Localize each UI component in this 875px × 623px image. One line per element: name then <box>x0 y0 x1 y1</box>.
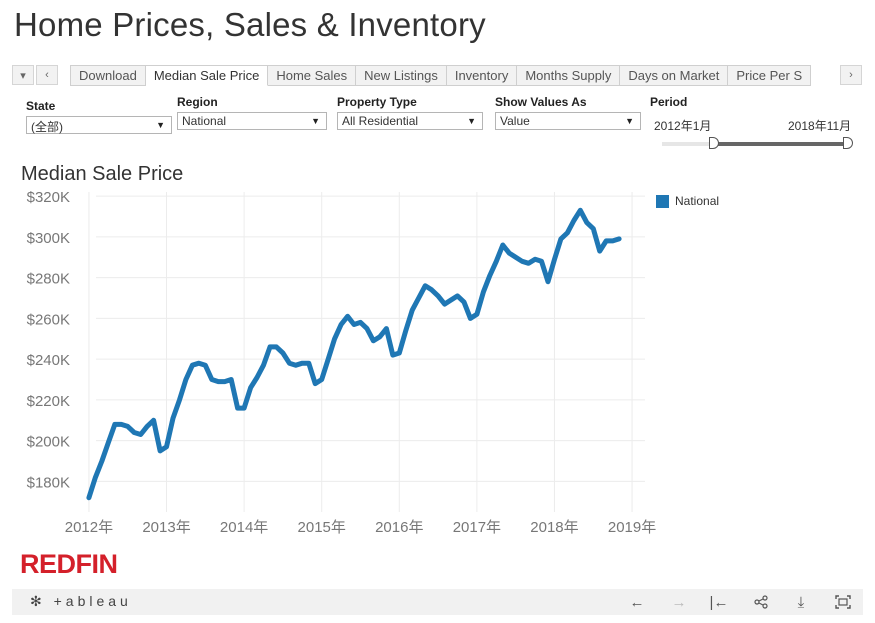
region-dropdown-value: National <box>182 114 227 128</box>
x-tick-label: 2018年 <box>530 519 578 536</box>
filter-state: State (全部) ▼ <box>26 99 172 134</box>
page-title: Home Prices, Sales & Inventory <box>14 6 486 43</box>
x-tick-label: 2012年 <box>65 519 113 536</box>
tab-menu-button[interactable]: ▾ <box>12 65 34 85</box>
filter-show-values-as: Show Values As Value ▼ <box>495 95 641 130</box>
region-dropdown[interactable]: National ▼ <box>177 112 327 130</box>
tab-list: Download Median Sale Price Home Sales New L… <box>70 65 836 87</box>
filter-period-label: Period <box>650 95 688 109</box>
y-tick-label: $320K <box>27 189 70 206</box>
chart-title: Median Sale Price <box>21 163 184 185</box>
tab-bar: ▾ ‹ Download Median Sale Price Home Sales N… <box>12 65 863 87</box>
x-tick-label: 2019年 <box>608 519 656 536</box>
tab-home-sales[interactable]: Home Sales <box>268 65 357 86</box>
state-dropdown[interactable]: (全部) ▼ <box>26 116 172 134</box>
property-type-dropdown[interactable]: All Residential ▼ <box>337 112 483 130</box>
y-tick-label: $200K <box>27 434 70 451</box>
state-dropdown-value: (全部) <box>31 120 63 134</box>
dropdown-arrow-icon: ▼ <box>625 116 634 126</box>
period-end-value: 2018年11月 <box>788 119 852 133</box>
revert-button[interactable]: |← <box>708 592 730 612</box>
chevron-left-icon: ‹ <box>45 69 49 81</box>
revert-icon: |← <box>709 593 729 611</box>
tab-median-sale-price[interactable]: Median Sale Price <box>145 65 269 86</box>
period-slider-start-handle[interactable] <box>709 137 719 149</box>
x-tick-label: 2014年 <box>220 519 268 536</box>
x-tick-label: 2016年 <box>375 519 423 536</box>
filter-state-label: State <box>26 99 56 113</box>
fullscreen-icon <box>835 595 851 609</box>
legend-swatch-national[interactable] <box>656 194 669 208</box>
filter-region-label: Region <box>177 95 218 109</box>
filter-show-values-as-label: Show Values As <box>495 95 587 109</box>
y-tick-label: $240K <box>27 352 70 369</box>
show-values-as-dropdown-value: Value <box>500 114 530 128</box>
y-tick-label: $180K <box>27 474 70 491</box>
redo-button[interactable]: → <box>668 592 690 612</box>
y-tick-label: $220K <box>27 393 70 410</box>
forward-arrow-icon: → <box>671 593 687 611</box>
chevron-right-icon: › <box>849 69 853 81</box>
x-tick-label: 2013年 <box>142 519 190 536</box>
undo-button[interactable]: ← <box>626 592 648 612</box>
x-tick-label: 2015年 <box>298 519 346 536</box>
y-tick-label: $280K <box>27 271 70 288</box>
show-values-as-dropdown[interactable]: Value ▼ <box>495 112 641 130</box>
chevron-down-icon: ▾ <box>20 69 26 82</box>
back-arrow-icon: ← <box>629 593 645 611</box>
filter-property-type-label: Property Type <box>337 95 417 109</box>
filter-period: Period <box>650 95 687 112</box>
dropdown-arrow-icon: ▼ <box>311 116 320 126</box>
fullscreen-button[interactable] <box>832 592 854 612</box>
tab-inventory[interactable]: Inventory <box>446 65 518 86</box>
dropdown-arrow-icon: ▼ <box>156 120 165 130</box>
tab-price-per-s[interactable]: Price Per S <box>728 65 812 86</box>
y-tick-label: $300K <box>27 230 70 247</box>
tab-new-listings[interactable]: New Listings <box>356 65 447 86</box>
tab-next-button[interactable]: › <box>840 65 862 85</box>
tableau-snowflake-icon: ✻ <box>30 593 46 609</box>
period-slider-end-handle[interactable] <box>843 137 853 149</box>
filter-region: Region National ▼ <box>177 95 327 130</box>
x-tick-label: 2017年 <box>453 519 501 536</box>
tab-days-on-market[interactable]: Days on Market <box>620 65 729 86</box>
tableau-logo[interactable]: ✻ +ableau <box>30 593 132 610</box>
redfin-logo: REDFIN <box>20 549 118 579</box>
legend-label-national: National <box>675 194 720 208</box>
tableau-wordmark: +ableau <box>53 593 132 609</box>
dropdown-arrow-icon: ▼ <box>467 116 476 126</box>
share-icon <box>754 595 768 609</box>
series-line-national <box>86 207 622 501</box>
legend: National <box>656 194 719 208</box>
download-button[interactable]: ⤓ <box>790 592 812 612</box>
share-button[interactable] <box>750 592 772 612</box>
property-type-dropdown-value: All Residential <box>342 114 419 128</box>
period-start-value: 2012年1月 <box>654 119 712 133</box>
period-slider-range <box>714 142 848 146</box>
filter-property-type: Property Type All Residential ▼ <box>337 95 483 130</box>
tab-months-supply[interactable]: Months Supply <box>517 65 621 86</box>
tab-download[interactable]: Download <box>70 65 146 86</box>
tab-prev-button[interactable]: ‹ <box>36 65 58 85</box>
download-icon: ⤓ <box>797 593 805 611</box>
y-tick-label: $260K <box>27 311 70 328</box>
toolbar-footer: ✻ +ableau ← → |← ⤓ <box>12 589 863 615</box>
